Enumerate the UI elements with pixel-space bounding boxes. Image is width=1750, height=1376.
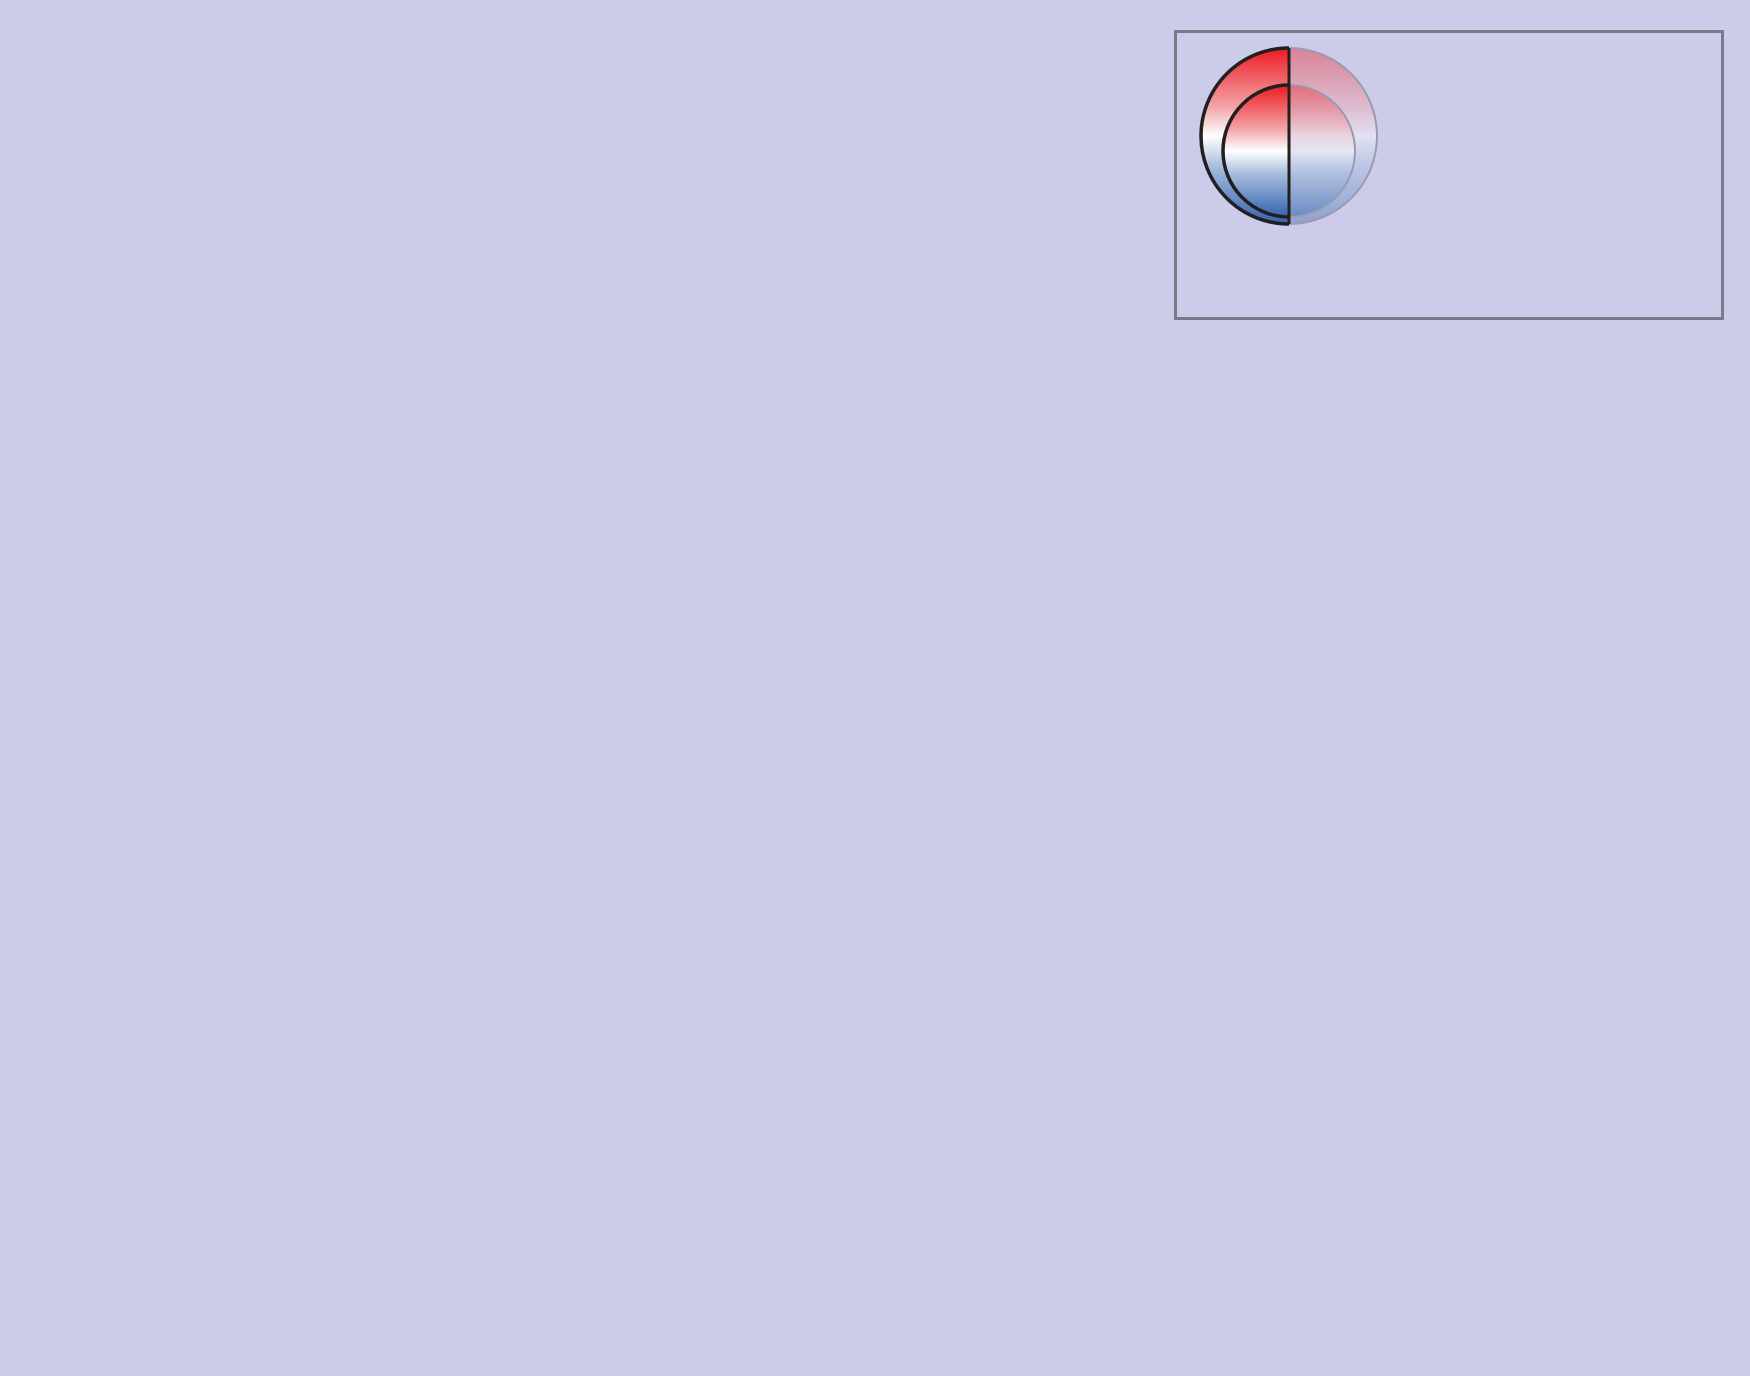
- legend-ring-diagram: [1199, 46, 1378, 226]
- legend-box: [1174, 30, 1724, 320]
